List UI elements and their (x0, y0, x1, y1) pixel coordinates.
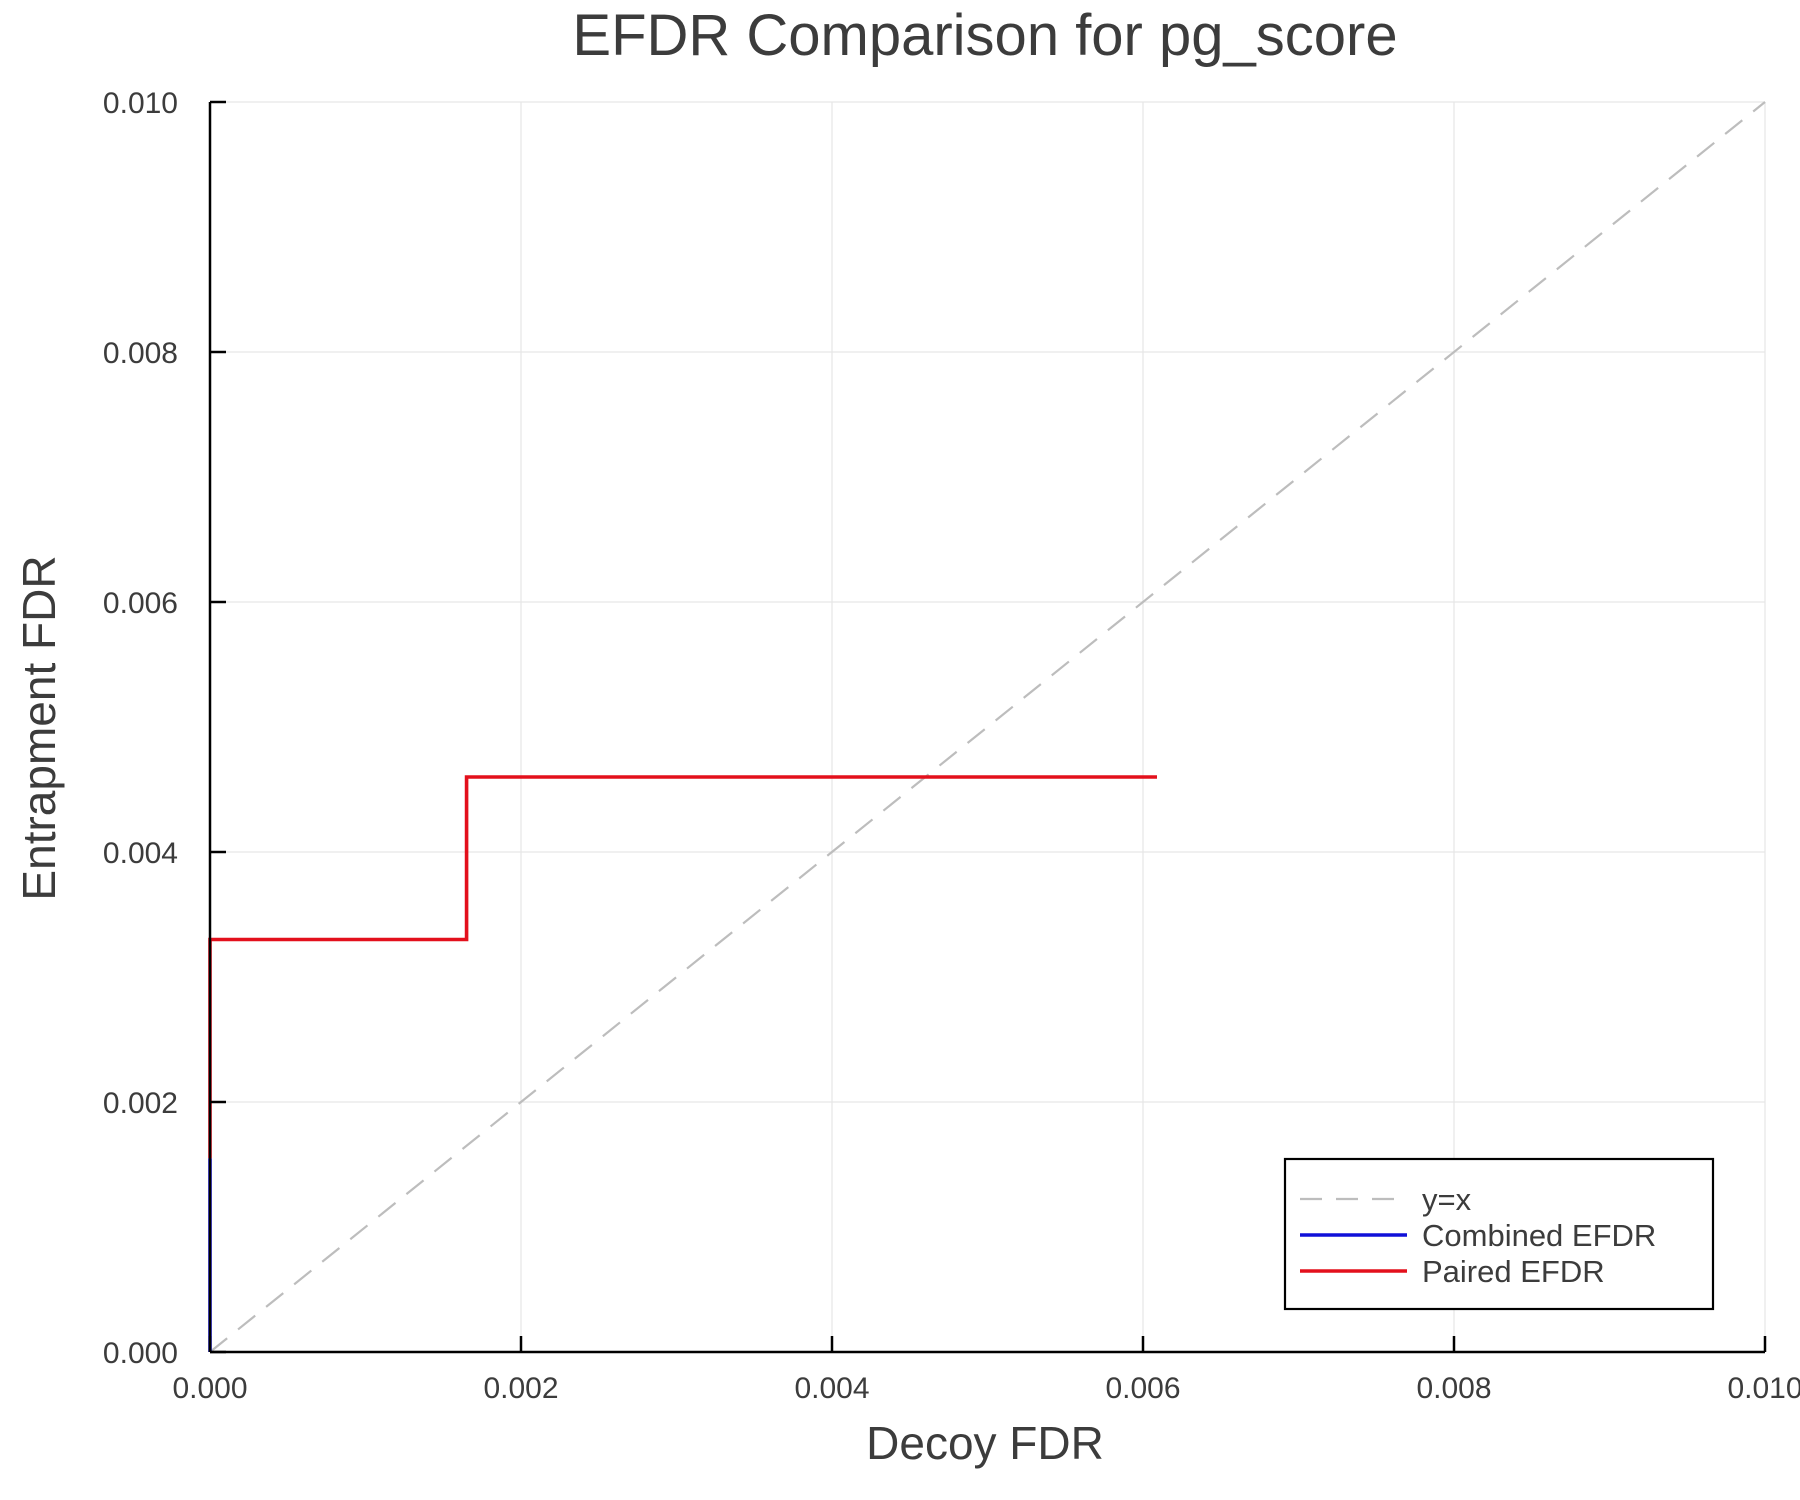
series-line-paired-efdr (208, 775, 1157, 1159)
chart-title: EFDR Comparison for pg_score (572, 3, 1397, 68)
grid (210, 101, 1766, 1352)
legend-entry-label: y=x (1422, 1182, 1472, 1217)
y-axis-label: Entrapment FDR (13, 555, 65, 900)
y-tick-label: 0.000 (103, 1337, 178, 1370)
y-tick-label: 0.004 (103, 837, 178, 870)
x-tick-label: 0.000 (172, 1372, 247, 1405)
axes (208, 102, 1765, 1354)
y-tick-label: 0.010 (103, 87, 178, 120)
legend-entry-label: Paired EFDR (1422, 1254, 1605, 1289)
y-tick-label: 0.006 (103, 587, 178, 620)
y-tick-label: 0.008 (103, 337, 178, 370)
legend-entry-label: Combined EFDR (1422, 1218, 1656, 1253)
x-axis-label: Decoy FDR (866, 1417, 1104, 1469)
x-tick-label: 0.002 (483, 1372, 558, 1405)
x-tick-label: 0.008 (1416, 1372, 1491, 1405)
ticks: 0.000 0.002 0.004 0.006 0.008 0.010 0.000 0.002… (103, 87, 1800, 1405)
y-tick-label: 0.002 (103, 1087, 178, 1120)
x-tick-label: 0.010 (1727, 1372, 1800, 1405)
x-tick-label: 0.004 (794, 1372, 869, 1405)
x-tick-label: 0.006 (1105, 1372, 1180, 1405)
series-line-y-x (209, 101, 1766, 1353)
